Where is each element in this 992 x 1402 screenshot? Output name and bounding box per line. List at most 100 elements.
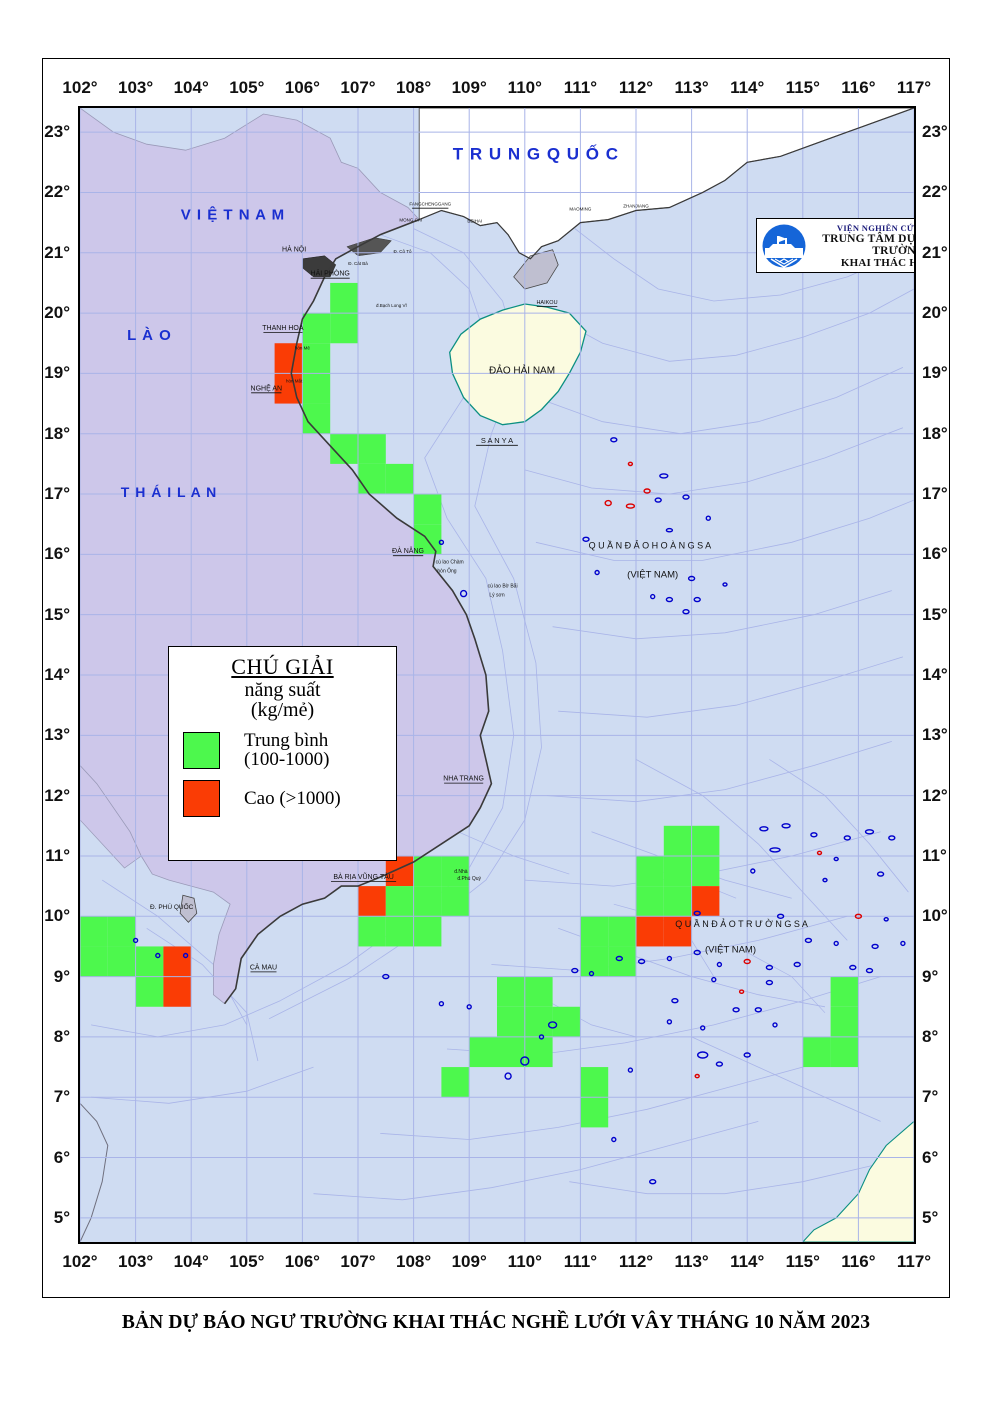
forecast-cell-medium-110.5-8[interactable] (552, 1006, 581, 1037)
forecast-cell-medium-106.5-19.5[interactable] (330, 313, 358, 344)
forecast-cell-medium-102-9.5[interactable] (80, 916, 108, 947)
reef-marker-77 (438, 539, 445, 545)
forecast-cell-high-103.5-9[interactable] (163, 946, 192, 977)
forecast-cell-medium-108.5-7[interactable] (441, 1067, 470, 1098)
forecast-cell-medium-115-7.5[interactable] (802, 1036, 831, 1068)
longitude-tick-bottom-115: 115° (785, 1252, 820, 1271)
longitude-tick-bottom-108: 108° (396, 1252, 432, 1271)
latitude-tick-left-14: 14° (44, 665, 70, 684)
legend-row-high: Cao (>1000) (169, 779, 396, 817)
forecast-cell-medium-112.5-10[interactable] (663, 886, 692, 917)
forecast-cell-medium-112-10[interactable] (636, 886, 664, 917)
forecast-cell-medium-102.5-9[interactable] (107, 946, 136, 977)
forecast-cell-medium-107-17.5[interactable] (358, 433, 386, 464)
map-label-33: Đ. Cô Tô (394, 249, 412, 254)
legend-subtitle-2: (kg/mẻ) (250, 699, 315, 722)
forecast-cell-medium-108-10.5[interactable] (413, 855, 442, 887)
forecast-cell-medium-106-19[interactable] (302, 343, 331, 374)
reef-marker-72 (382, 973, 390, 980)
latitude-axis-right: 23° 22° 21° 20° 19° 18° 17° 16° 15° 14° 13° 12° 11° 1… (922, 0, 962, 1402)
reef-marker-34 (804, 937, 813, 944)
forecast-cell-medium-102-9[interactable] (80, 946, 108, 977)
forecast-cell-medium-112.5-10.5[interactable] (663, 855, 692, 887)
forecast-cell-medium-111-9[interactable] (580, 946, 609, 977)
latitude-tick-left-9: 9° (53, 966, 70, 986)
reef-marker-28 (876, 871, 885, 877)
map-label-27: hòn Ông (437, 568, 456, 575)
reef-marker-3 (643, 488, 651, 494)
reef-marker-67 (504, 1072, 512, 1080)
forecast-cell-medium-115.5-7.5[interactable] (830, 1036, 859, 1068)
forecast-cell-medium-115.5-8[interactable] (830, 1006, 859, 1037)
forecast-cell-medium-110-8[interactable] (524, 1006, 553, 1037)
forecast-cell-medium-106.5-17.5[interactable] (330, 433, 358, 464)
forecast-cell-medium-103-8.5[interactable] (135, 976, 164, 1007)
longitude-tick-top-108: 108° (396, 78, 432, 97)
forecast-cell-medium-112-10.5[interactable] (636, 855, 664, 887)
forecast-cell-medium-108-9.5[interactable] (413, 916, 442, 947)
reef-marker-54 (732, 1007, 740, 1013)
map-label-18: MONG CAI (399, 217, 422, 222)
reef-marker-69 (649, 1178, 657, 1185)
reef-marker-52 (738, 989, 745, 995)
reef-marker-22 (864, 829, 875, 835)
legend-label-high-line1: Cao (>1000) (244, 787, 341, 809)
forecast-cell-medium-107-9.5[interactable] (358, 916, 386, 947)
forecast-cell-medium-109.5-8.5[interactable] (497, 976, 525, 1007)
reef-marker-63 (715, 1061, 724, 1067)
forecast-cell-medium-108.5-10.5[interactable] (441, 855, 470, 887)
longitude-tick-bottom-109: 109° (451, 1252, 487, 1271)
forecast-cell-medium-106-18.5[interactable] (302, 373, 331, 404)
reef-marker-5 (625, 503, 636, 509)
forecast-cell-medium-113-10.5[interactable] (691, 855, 720, 887)
forecast-cell-medium-110-8.5[interactable] (524, 976, 553, 1007)
latitude-tick-left-5: 5° (53, 1207, 70, 1227)
forecast-cell-medium-107.5-10[interactable] (385, 886, 414, 917)
reef-marker-2 (659, 473, 669, 479)
forecast-cell-medium-107.5-17[interactable] (385, 463, 414, 495)
forecast-cell-medium-111.5-9.5[interactable] (608, 916, 636, 947)
map-label-23: (VIỆT NAM) (627, 569, 678, 580)
forecast-cell-medium-108-16.5[interactable] (413, 494, 442, 525)
reef-marker-66 (743, 1052, 751, 1058)
forecast-cell-high-105.5-19[interactable] (274, 343, 303, 374)
map-plot-area[interactable]: T R U N G Q U Ố C V I Ệ T N A M L À O T H Á… (78, 106, 916, 1244)
forecast-cell-medium-109.5-7.5[interactable] (497, 1036, 525, 1068)
legend-title: CHÚ GIẢI (231, 654, 334, 679)
hainan-polygon (449, 303, 587, 426)
forecast-cell-medium-111-9.5[interactable] (580, 916, 609, 947)
reef-marker-75 (182, 952, 189, 959)
forecast-cell-medium-109-7.5[interactable] (469, 1036, 497, 1068)
forecast-cell-medium-111-7[interactable] (580, 1067, 609, 1098)
latitude-tick-right-18: 18° (922, 423, 948, 443)
forecast-cell-medium-107.5-9.5[interactable] (385, 916, 414, 947)
forecast-cell-high-112-9.5[interactable] (636, 916, 664, 947)
latitude-tick-right-11: 11° (922, 845, 947, 865)
reef-marker-6 (654, 497, 662, 503)
forecast-cell-high-103.5-8.5[interactable] (163, 976, 192, 1007)
forecast-cell-medium-115.5-8.5[interactable] (830, 976, 859, 1007)
forecast-cell-medium-103-9[interactable] (135, 946, 164, 977)
longitude-tick-top-114: 114° (730, 78, 765, 97)
forecast-cell-medium-111.5-9[interactable] (608, 946, 636, 977)
forecast-cell-medium-102.5-9.5[interactable] (107, 916, 136, 947)
forecast-cell-medium-109.5-8[interactable] (497, 1006, 525, 1037)
forecast-cell-medium-106.5-20[interactable] (330, 282, 358, 314)
latitude-tick-right-13: 13° (922, 725, 948, 745)
forecast-cell-medium-111-6.5[interactable] (580, 1097, 609, 1128)
reef-marker-53 (671, 998, 679, 1004)
forecast-cell-medium-113-11[interactable] (691, 825, 720, 856)
forecast-cell-medium-106-19.5[interactable] (302, 313, 331, 344)
forecast-cell-high-112.5-9.5[interactable] (663, 916, 692, 947)
forecast-cell-medium-112.5-11[interactable] (663, 825, 692, 856)
forecast-cell-medium-108.5-10[interactable] (441, 886, 470, 917)
reef-marker-64 (694, 1073, 700, 1079)
latitude-tick-left-13: 13° (44, 725, 70, 745)
forecast-cell-medium-108-10[interactable] (413, 886, 442, 917)
forecast-cell-medium-110-7.5[interactable] (524, 1036, 553, 1068)
forecast-cell-high-107-10[interactable] (358, 886, 386, 917)
forecast-cell-medium-107-17[interactable] (358, 463, 386, 495)
reef-marker-74 (155, 952, 161, 959)
map-label-19: BEIHAI (467, 219, 482, 224)
latitude-tick-left-10: 10° (44, 906, 70, 926)
